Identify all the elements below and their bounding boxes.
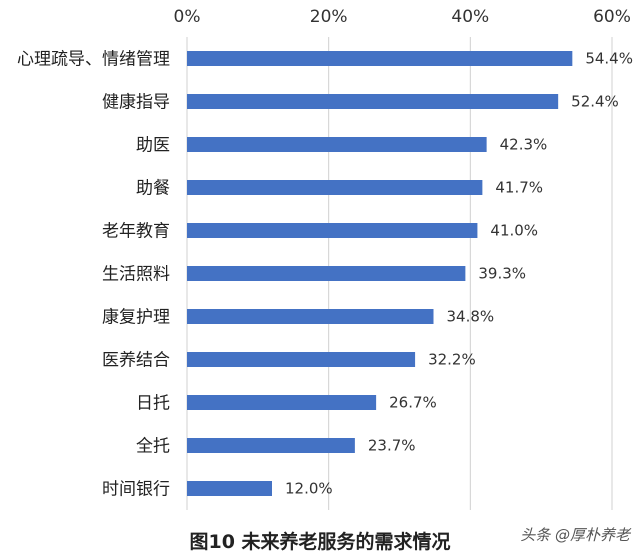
x-axis-ticks: 0% 20% 40% 60% <box>174 7 631 27</box>
bar <box>187 266 466 281</box>
value-label: 34.8% <box>447 308 495 326</box>
bar <box>187 438 355 453</box>
value-label: 12.0% <box>285 480 333 498</box>
value-label: 26.7% <box>389 394 437 412</box>
bar <box>187 137 487 152</box>
watermark: 头条 @厚朴养老 <box>520 526 630 544</box>
bar <box>187 309 434 324</box>
value-label: 54.4% <box>585 50 633 68</box>
category-label: 日托 <box>136 394 170 414</box>
bar <box>187 51 573 66</box>
category-label: 老年教育 <box>102 222 170 242</box>
x-tick-label: 60% <box>593 7 631 27</box>
bars <box>187 51 573 496</box>
category-label: 时间银行 <box>102 480 170 500</box>
x-tick-label: 20% <box>310 7 348 27</box>
value-label: 32.2% <box>428 351 476 369</box>
category-label: 医养结合 <box>102 351 170 371</box>
bar-chart: 0% 20% 40% 60% 心理疏导、情绪管理健康指导助医助餐老年教育生活照料康复护… <box>17 7 633 510</box>
category-labels: 心理疏导、情绪管理健康指导助医助餐老年教育生活照料康复护理医养结合日托全托时间银… <box>17 50 170 500</box>
category-label: 康复护理 <box>102 308 170 328</box>
chart-title: 图10 未来养老服务的需求情况 <box>189 531 451 553</box>
category-label: 助餐 <box>136 179 170 199</box>
value-label: 39.3% <box>478 265 526 283</box>
category-label: 全托 <box>136 437 170 457</box>
bar <box>187 352 416 367</box>
x-tick-label: 40% <box>451 7 489 27</box>
category-label: 心理疏导、情绪管理 <box>17 50 170 70</box>
value-label: 42.3% <box>500 136 548 154</box>
x-tick-label: 0% <box>174 7 201 27</box>
category-label: 生活照料 <box>102 265 170 285</box>
value-label: 52.4% <box>571 93 619 111</box>
category-label: 健康指导 <box>102 93 170 113</box>
bar <box>187 94 559 109</box>
bar <box>187 395 377 410</box>
bar <box>187 223 478 238</box>
value-label: 41.0% <box>490 222 538 240</box>
value-label: 41.7% <box>495 179 543 197</box>
bar <box>187 481 272 496</box>
bar <box>187 180 483 195</box>
value-label: 23.7% <box>368 437 416 455</box>
value-labels: 54.4% 52.4% 42.3% 41.7% 41.0% 39.3% 34.8% 32.2%… <box>285 50 633 498</box>
category-label: 助医 <box>136 136 170 156</box>
